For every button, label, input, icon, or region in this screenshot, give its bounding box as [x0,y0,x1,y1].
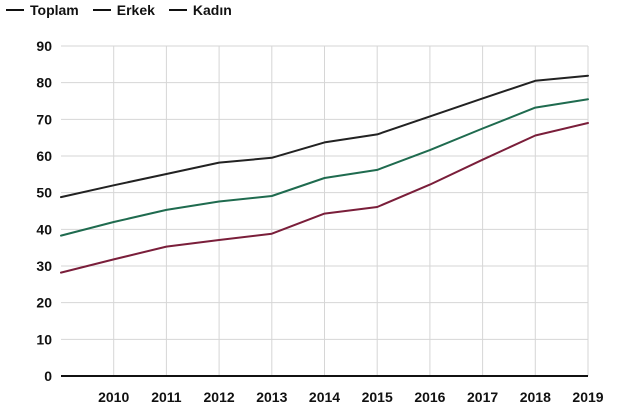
y-tick-label-80: 80 [36,75,52,91]
tick-label-layer: 0 10 20 30 40 50 60 70 80 90 2010 2011 2012 2013 2014 2… [36,38,603,405]
y-tick-label-50: 50 [36,185,52,201]
y-tick-label-20: 20 [36,295,52,311]
x-tick-label-2016: 2016 [414,389,445,405]
x-tick-label-2012: 2012 [204,389,235,405]
y-tick-label-60: 60 [36,148,52,164]
y-tick-label-90: 90 [36,38,52,54]
x-tick-label-2015: 2015 [362,389,393,405]
x-tick-label-2014: 2014 [309,389,340,405]
x-tick-label-2017: 2017 [467,389,498,405]
x-tick-label-2018: 2018 [520,389,551,405]
x-tick-label-2011: 2011 [151,389,182,405]
x-tick-label-2013: 2013 [256,389,287,405]
x-tick-label-2010: 2010 [98,389,129,405]
y-tick-label-40: 40 [36,221,52,237]
y-tick-label-30: 30 [36,258,52,274]
y-tick-label-10: 10 [36,331,52,347]
grid-layer [61,46,588,376]
y-tick-label-0: 0 [44,368,52,384]
y-tick-label-70: 70 [36,111,52,127]
x-tick-label-2019: 2019 [572,389,603,405]
